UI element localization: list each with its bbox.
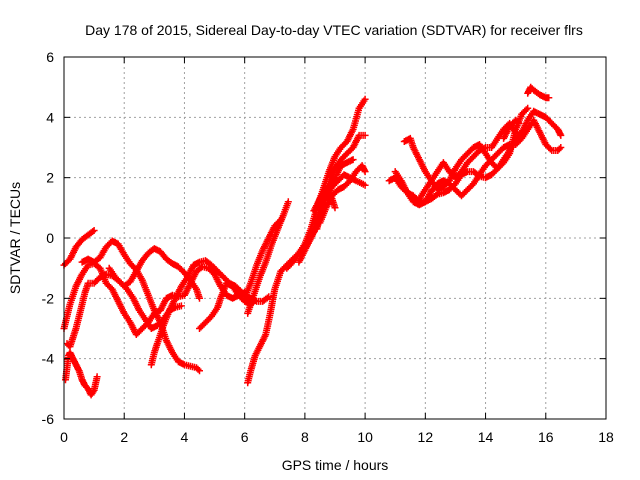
x-tick-label: 12: [418, 429, 434, 445]
chart-title: Day 178 of 2015, Sidereal Day-to-day VTE…: [85, 22, 583, 38]
series-arc-3: [62, 349, 101, 399]
y-tick-label: -6: [42, 411, 55, 427]
y-axis-label: SDTVAR / TECUs: [7, 182, 23, 294]
series-arc-11: [241, 216, 285, 302]
plot-marks: [60, 83, 565, 399]
y-tick-label: 6: [46, 49, 54, 65]
data-points: [196, 279, 258, 332]
data-points: [62, 349, 101, 399]
x-tick-label: 4: [181, 429, 189, 445]
series-arc-20: [415, 119, 520, 203]
axis-ticks: [63, 56, 607, 420]
x-tick-label: 0: [60, 429, 68, 445]
data-points: [244, 171, 369, 387]
data-points: [500, 116, 523, 142]
x-tick-label: 18: [598, 429, 614, 445]
data-points: [241, 216, 285, 302]
data-points: [400, 104, 532, 194]
x-tick-label: 6: [241, 429, 249, 445]
x-tick-label: 2: [120, 429, 128, 445]
y-tick-label: -4: [42, 351, 55, 367]
x-tick-label: 14: [478, 429, 494, 445]
series-arc-19: [400, 104, 532, 194]
x-tick-label: 10: [357, 429, 373, 445]
x-tick-label: 8: [301, 429, 309, 445]
x-axis-label: GPS time / hours: [282, 457, 389, 473]
x-tick-label: 16: [538, 429, 554, 445]
y-tick-label: 0: [46, 230, 54, 246]
series-arc-9: [244, 171, 369, 387]
y-tick-label: 4: [46, 109, 54, 125]
y-tick-label: 2: [46, 170, 54, 186]
series-arc-16: [313, 156, 357, 233]
data-points: [524, 83, 553, 102]
data-points: [415, 119, 520, 203]
series-arc-10: [244, 198, 292, 317]
tick-labels: 0 2 4 6 8 10 12 14 16 18 -6 -4 -2 0 2 4 6: [42, 49, 614, 445]
series-arc-8: [196, 279, 258, 332]
series-arc-21: [500, 116, 523, 142]
series-arc-22: [524, 83, 553, 102]
data-points: [244, 198, 292, 317]
data-points: [313, 156, 357, 233]
y-tick-label: -2: [42, 290, 55, 306]
